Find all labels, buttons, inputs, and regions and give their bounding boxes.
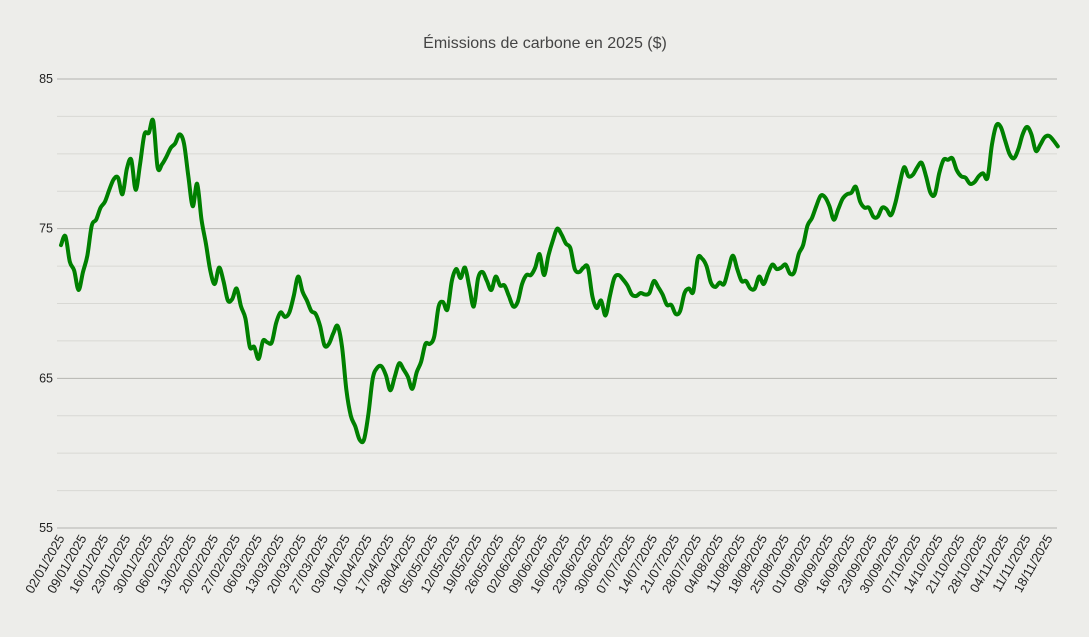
y-tick-label: 85: [39, 72, 53, 86]
chart-title: Émissions de carbone en 2025 ($): [423, 33, 667, 52]
y-tick-label: 65: [39, 371, 53, 385]
x-axis-ticks: 02/01/202509/01/202516/01/202523/01/2025…: [22, 532, 1056, 596]
gridlines: [57, 78, 1057, 529]
y-tick-label: 55: [39, 521, 53, 535]
y-axis-ticks: 55 65 75 85: [39, 72, 53, 535]
y-tick-label: 75: [39, 222, 53, 236]
series-line: [59, 117, 1060, 445]
